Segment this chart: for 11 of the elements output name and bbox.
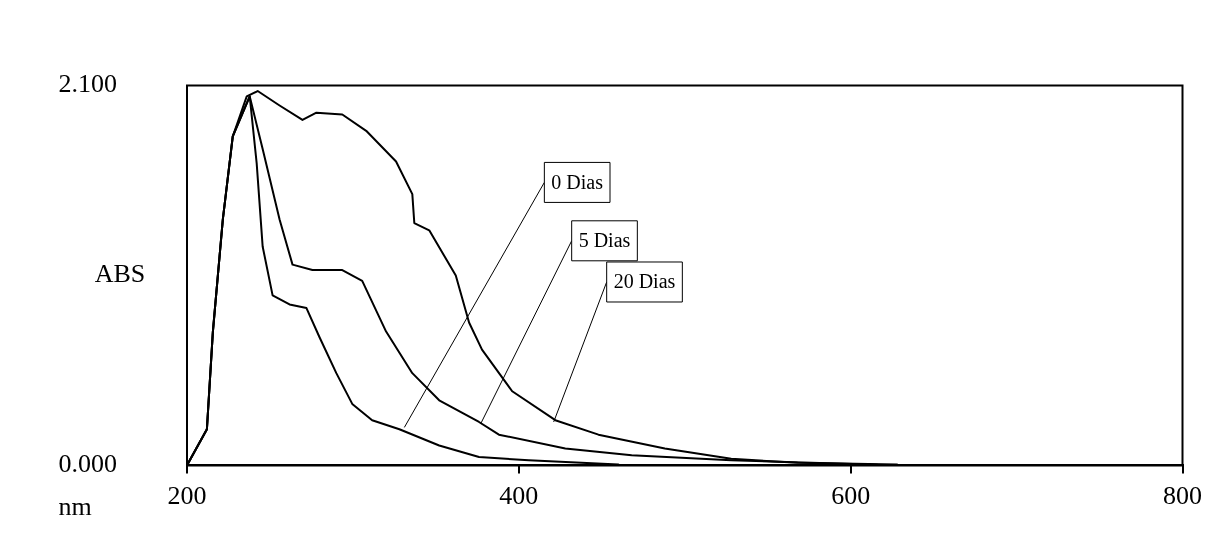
y-tick-label: 2.100 bbox=[58, 69, 117, 99]
annotation: 20 Dias bbox=[613, 270, 676, 293]
x-tick-label: 400 bbox=[499, 480, 539, 510]
y-tick-label: 0.000 bbox=[58, 449, 117, 479]
x-tick-label: 200 bbox=[167, 480, 207, 510]
x-tick-label: 600 bbox=[831, 480, 871, 510]
annotation: 5 Dias bbox=[578, 229, 631, 252]
x-axis-title: nm bbox=[58, 492, 92, 522]
annotation: 0 Dias bbox=[551, 170, 604, 193]
y-axis-title: ABS bbox=[94, 259, 146, 289]
x-tick-label: 800 bbox=[1163, 480, 1202, 510]
